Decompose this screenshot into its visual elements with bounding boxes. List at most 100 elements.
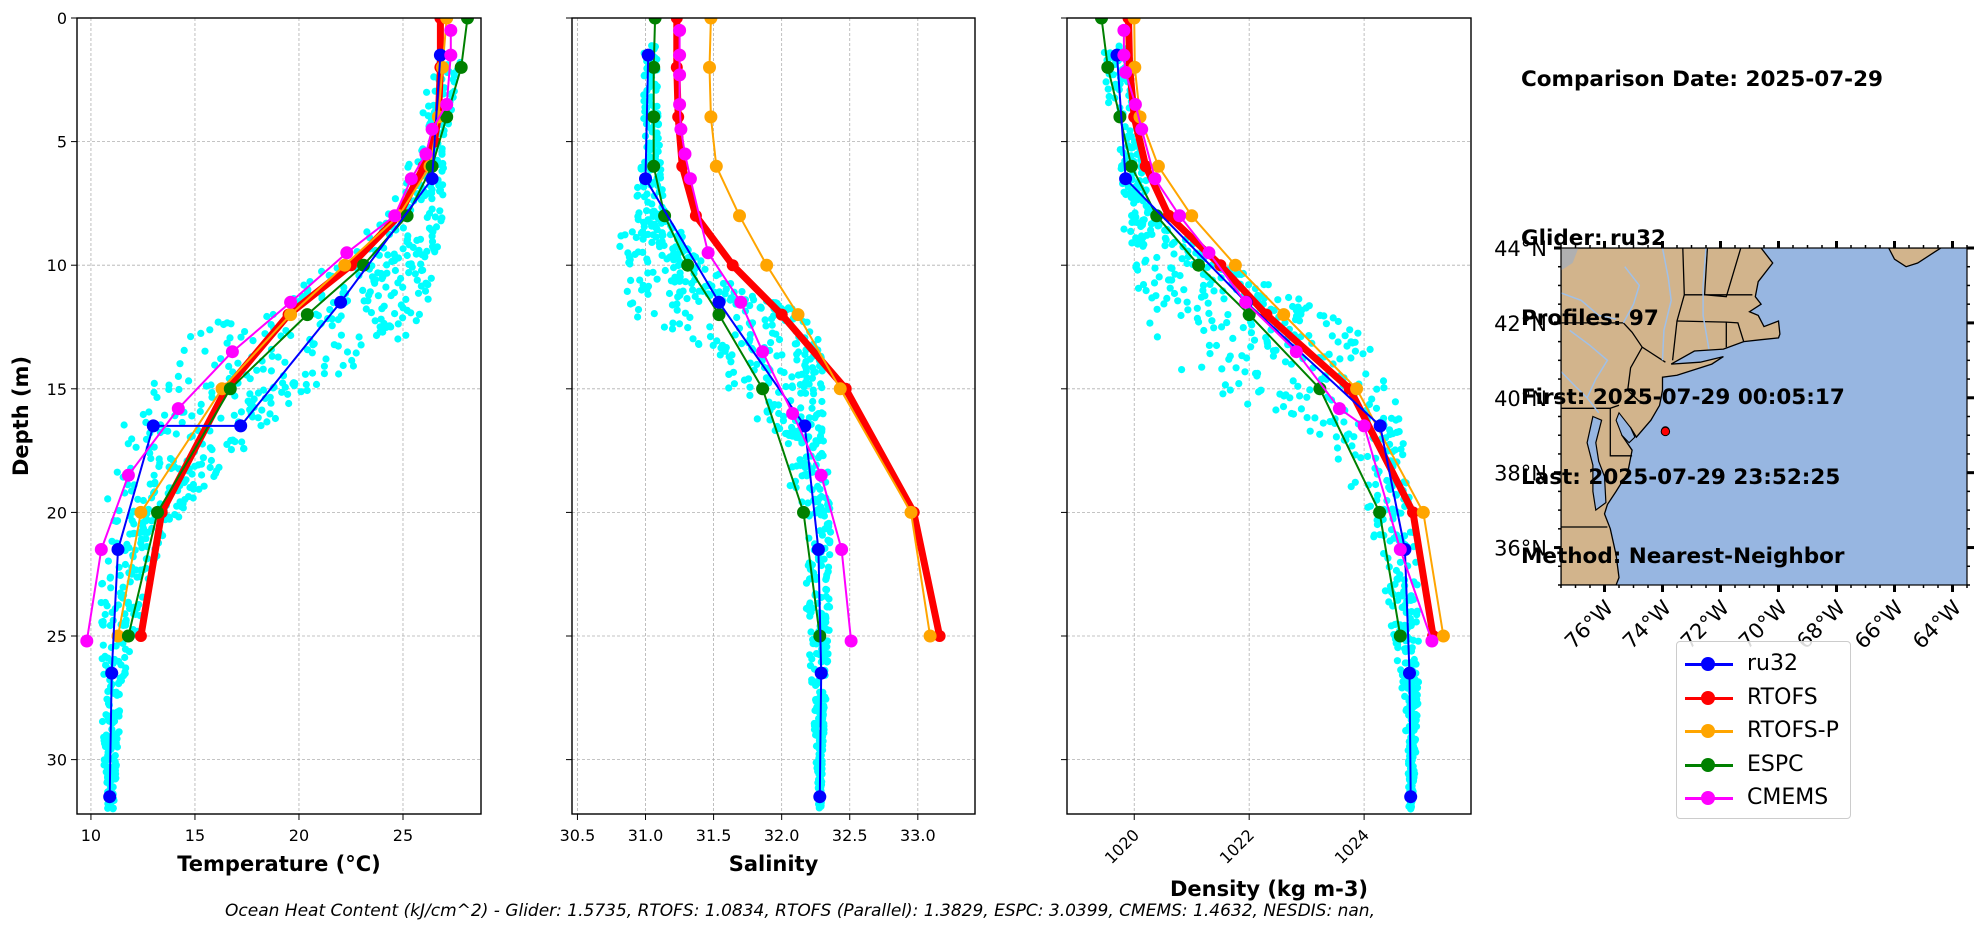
scatter-point <box>1130 199 1138 207</box>
scatter-point <box>822 585 830 594</box>
scatter-point <box>1402 648 1410 656</box>
series-line <box>108 55 442 797</box>
scatter-point <box>1322 320 1330 328</box>
scatter-point <box>1245 281 1253 289</box>
scatter-point <box>1250 336 1259 344</box>
series-marker <box>1139 160 1152 173</box>
scatter-point <box>1297 310 1305 318</box>
series-marker <box>1119 65 1133 79</box>
scatter-point <box>1380 384 1388 392</box>
scatter-point <box>670 264 678 272</box>
scatter-point <box>1320 312 1328 320</box>
scatter-point <box>1218 365 1226 373</box>
scatter-point <box>188 412 196 420</box>
y-tick-label: 25 <box>47 627 67 646</box>
scatter-point <box>1373 385 1381 393</box>
scatter-point <box>98 655 106 663</box>
scatter-point <box>1350 433 1358 441</box>
legend-item-rtofs: RTOFS <box>1677 682 1850 716</box>
scatter-point <box>634 216 642 224</box>
scatter-point <box>627 276 635 284</box>
series-marker <box>673 23 687 37</box>
series-marker <box>440 18 454 25</box>
scatter-point <box>744 375 753 383</box>
scatter-point <box>362 305 370 313</box>
state-border <box>1726 321 1745 342</box>
series-marker <box>425 122 439 136</box>
series-marker <box>440 110 454 124</box>
scatter-point <box>1364 452 1372 461</box>
scatter-point <box>1393 657 1401 665</box>
series-line <box>127 18 469 637</box>
scatter-point <box>689 335 697 343</box>
scatter-point <box>1221 381 1229 389</box>
scatter-point <box>364 297 372 305</box>
scatter-point <box>399 224 407 232</box>
temperature-panel: 10 15 20 25 0 5 10 15 20 25 30 Temperature (°C) <box>47 9 482 876</box>
scatter-point <box>371 317 379 325</box>
series-marker <box>1127 18 1141 25</box>
scatter-point <box>1408 619 1416 627</box>
scatter-point <box>818 367 826 375</box>
series-marker <box>1403 666 1416 680</box>
scatter-point <box>1193 304 1201 312</box>
x-tick-label: 1024 <box>1331 825 1373 867</box>
scatter-point <box>1303 393 1311 401</box>
scatter-point <box>212 469 220 477</box>
scatter-point <box>330 341 338 349</box>
scatter-point <box>99 617 107 626</box>
scatter-point <box>312 310 320 318</box>
legend-label: CMEMS <box>1747 785 1829 810</box>
scatter-point <box>818 531 827 539</box>
map-content <box>1561 248 1967 585</box>
scatter-point <box>208 393 216 401</box>
scatter-point <box>806 612 814 620</box>
scatter-point <box>104 495 112 503</box>
scatter-point <box>437 217 445 225</box>
scatter-point <box>1169 239 1177 247</box>
scatter-point <box>788 383 797 392</box>
scatter-point <box>1343 342 1351 350</box>
scatter-point <box>126 530 134 538</box>
scatter-point <box>99 641 107 649</box>
scatter-point <box>271 414 279 423</box>
scatter-point <box>161 411 169 419</box>
scatter-point <box>1133 218 1141 226</box>
series-marker <box>1242 308 1256 322</box>
series-marker <box>683 172 697 186</box>
scatter-point <box>706 323 714 331</box>
scatter-point <box>1180 286 1188 294</box>
scatter-point <box>104 557 112 565</box>
scatter-point <box>226 334 234 342</box>
scatter-point <box>1394 644 1402 652</box>
scatter-point <box>1124 132 1132 140</box>
scatter-point <box>150 471 158 479</box>
series-marker <box>814 468 828 482</box>
scatter-point <box>1128 239 1136 247</box>
scatter-point <box>1235 380 1243 388</box>
legend-item-ru32: ru32 <box>1677 648 1850 682</box>
scatter-point <box>1370 533 1378 541</box>
lon-tick-label: 76°W <box>1560 595 1618 653</box>
scatter-point <box>217 355 225 363</box>
scatter-point <box>399 245 407 253</box>
scatter-point <box>1407 594 1415 603</box>
scatter-point <box>188 470 196 478</box>
scatter-point <box>1120 188 1128 196</box>
scatter-point <box>153 393 161 401</box>
scatter-point <box>211 361 219 369</box>
scatter-point <box>1319 419 1327 427</box>
scatter-point <box>1372 480 1380 489</box>
series-line <box>673 18 944 637</box>
scatter-point <box>1351 347 1359 355</box>
lon-tick-label: 66°W <box>1850 595 1908 653</box>
scatter-point <box>1256 387 1265 395</box>
series-marker <box>835 543 849 556</box>
scatter-point <box>623 287 631 295</box>
legend-item-rtofs-p: RTOFS-P <box>1677 715 1850 749</box>
scatter-point <box>150 443 158 451</box>
scatter-point <box>1105 99 1113 107</box>
scatter-point <box>231 438 239 446</box>
scatter-point <box>424 295 432 303</box>
scatter-point <box>805 414 814 422</box>
